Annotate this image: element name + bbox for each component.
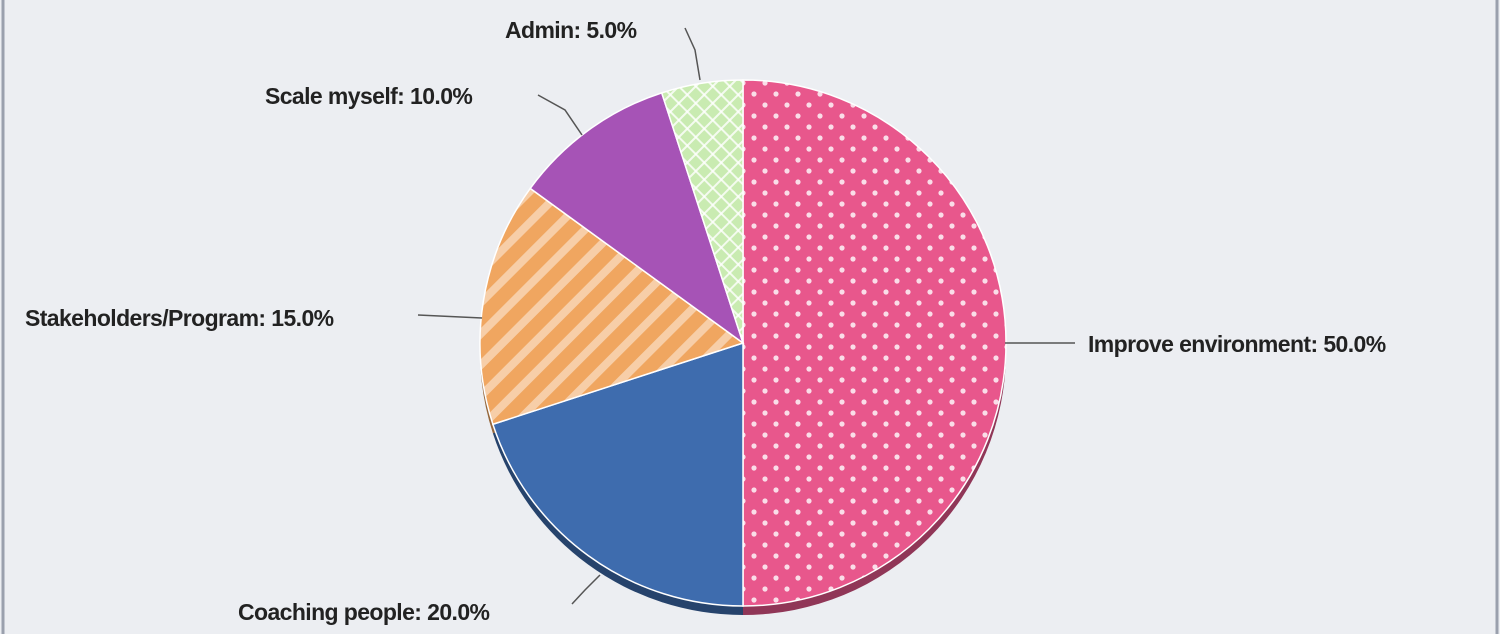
labels: Improve environment: 50.0% Coaching peopl…: [25, 17, 1386, 625]
slice-label: Stakeholders/Program: 15.0%: [25, 305, 334, 331]
leader-line: [571, 574, 601, 605]
leader-line: [537, 94, 583, 136]
slice-label: Admin: 5.0%: [505, 17, 637, 43]
pie: [479, 79, 1007, 607]
slice-label: Coaching people: 20.0%: [238, 599, 490, 625]
leader-line: [684, 27, 701, 81]
slice-label: Scale myself: 10.0%: [265, 83, 472, 109]
leader-line: [417, 314, 483, 319]
slice-label: Improve environment: 50.0%: [1088, 331, 1386, 357]
